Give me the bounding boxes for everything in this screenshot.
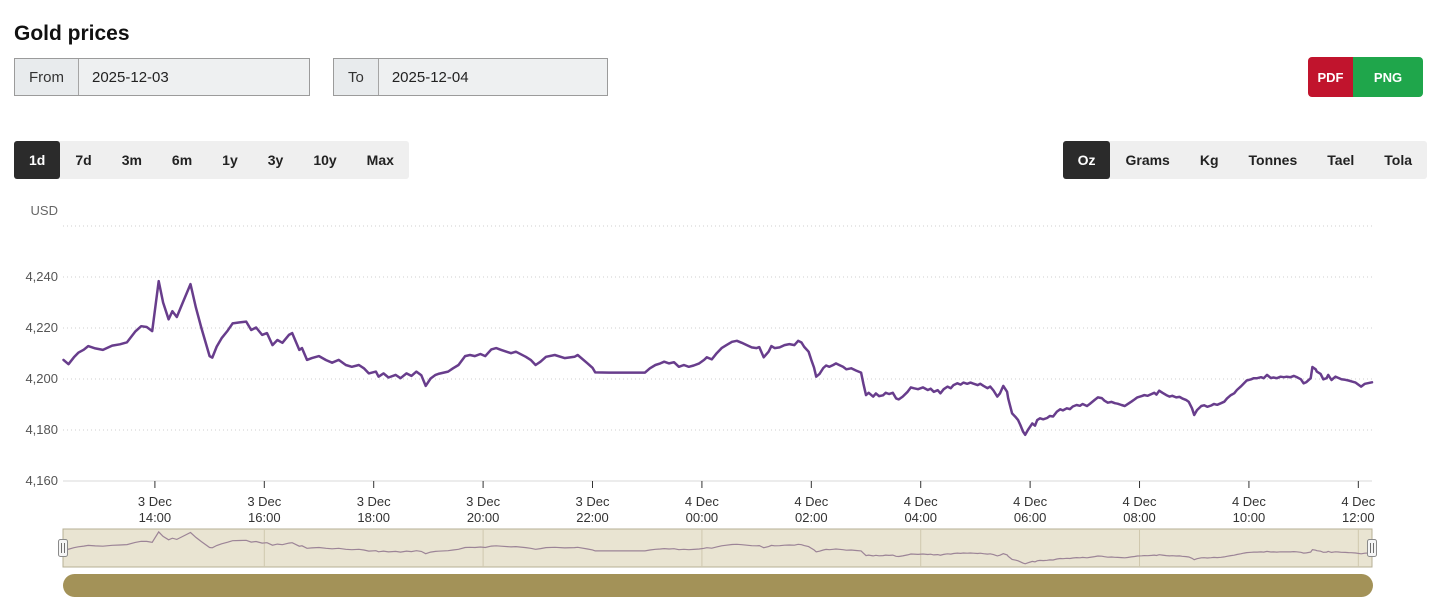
range-tab-7d[interactable]: 7d	[75, 152, 92, 168]
y-axis-label: 4,220	[25, 320, 58, 335]
y-axis-title: USD	[31, 203, 58, 218]
x-axis-label: 4 Dec	[794, 494, 828, 509]
x-axis-label: 22:00	[576, 510, 609, 525]
x-axis-label: 12:00	[1342, 510, 1375, 525]
x-axis-label: 4 Dec	[1232, 494, 1266, 509]
y-axis-label: 4,160	[25, 473, 58, 488]
export-pdf-button[interactable]: PDF	[1308, 57, 1353, 97]
x-axis-label: 4 Dec	[685, 494, 719, 509]
x-axis-label: 4 Dec	[1123, 494, 1157, 509]
y-axis-label: 4,200	[25, 371, 58, 386]
navigator-track[interactable]	[62, 528, 1373, 568]
from-date-group: From	[14, 58, 310, 96]
y-axis-label: 4,240	[25, 269, 58, 284]
x-axis-label: 00:00	[686, 510, 719, 525]
range-tab-max[interactable]: Max	[366, 152, 394, 168]
x-axis-label: 16:00	[248, 510, 281, 525]
x-axis-label: 4 Dec	[1013, 494, 1047, 509]
x-axis-label: 4 Dec	[904, 494, 938, 509]
navigator-handle-left[interactable]	[58, 539, 68, 557]
x-axis-label: 3 Dec	[576, 494, 610, 509]
range-tab-3y[interactable]: 3y	[267, 152, 284, 168]
export-buttons: PDF PNG	[1308, 57, 1423, 97]
y-axis: 4,240 4,220 4,200 4,180 4,160 USD	[25, 203, 1372, 488]
x-axis-label: 02:00	[795, 510, 828, 525]
unit-tab-grams[interactable]: Grams	[1125, 152, 1170, 168]
x-axis-label: 08:00	[1123, 510, 1156, 525]
x-axis-label: 20:00	[467, 510, 500, 525]
x-axis-label: 3 Dec	[247, 494, 281, 509]
range-tab-1d[interactable]: 1d	[14, 141, 61, 179]
x-axis-label: 10:00	[1233, 510, 1266, 525]
scrollbar-thumb[interactable]	[63, 574, 1373, 597]
x-axis-label: 3 Dec	[466, 494, 500, 509]
navigator[interactable]	[58, 528, 1377, 568]
range-tab-1y[interactable]: 1y	[222, 152, 238, 168]
to-date-group: To	[333, 58, 608, 96]
unit-tab-tola[interactable]: Tola	[1384, 152, 1412, 168]
price-line-series[interactable]	[62, 279, 1374, 437]
to-label: To	[334, 59, 379, 95]
x-axis-label: 04:00	[904, 510, 937, 525]
unit-tab-tonnes[interactable]: Tonnes	[1248, 152, 1298, 168]
from-label: From	[15, 59, 79, 95]
x-axis-label: 3 Dec	[138, 494, 172, 509]
unit-tab-tael[interactable]: Tael	[1327, 152, 1355, 168]
x-axis-label: 3 Dec	[357, 494, 391, 509]
x-axis-label: 18:00	[357, 510, 390, 525]
range-tab-3m[interactable]: 3m	[121, 152, 142, 168]
range-tabs: 1d 7d 3m 6m 1y 3y 10y Max	[14, 141, 409, 179]
export-png-button[interactable]: PNG	[1353, 57, 1423, 97]
unit-tabs: Oz Grams Kg Tonnes Tael Tola	[1062, 141, 1427, 179]
navigator-series	[63, 530, 1373, 565]
x-axis-label: 06:00	[1014, 510, 1047, 525]
from-date-input[interactable]	[79, 59, 309, 95]
page-title: Gold prices	[14, 22, 130, 46]
x-axis-label: 14:00	[139, 510, 172, 525]
to-date-input[interactable]	[378, 59, 607, 95]
x-axis-label: 4 Dec	[1341, 494, 1375, 509]
unit-tab-kg[interactable]: Kg	[1199, 152, 1219, 168]
unit-tab-oz[interactable]: Oz	[1062, 141, 1111, 179]
navigator-handle-right[interactable]	[1367, 539, 1377, 557]
range-tab-10y[interactable]: 10y	[313, 152, 337, 168]
y-axis-label: 4,180	[25, 422, 58, 437]
range-tab-6m[interactable]: 6m	[171, 152, 193, 168]
